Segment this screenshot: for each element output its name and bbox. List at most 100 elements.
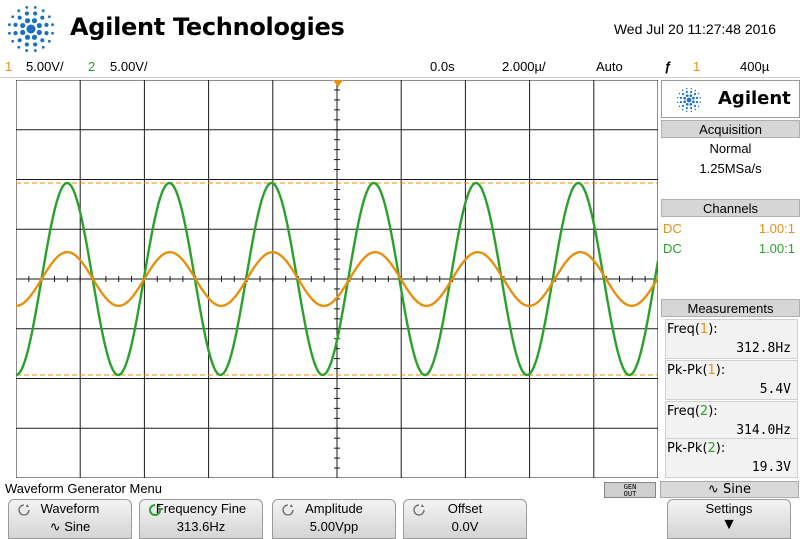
measurement-label: Pk-Pk bbox=[667, 363, 703, 378]
rotate-knob-icon bbox=[18, 504, 30, 516]
time-offset[interactable]: 0.0s bbox=[430, 59, 455, 74]
logo-dot bbox=[699, 97, 701, 99]
logo-dot bbox=[33, 6, 37, 9]
logo-dot bbox=[686, 110, 688, 112]
logo-dot bbox=[41, 9, 45, 13]
trigger-edge-icon: ƒ bbox=[664, 59, 672, 74]
side-brand-box: Agilent bbox=[661, 80, 800, 118]
logo-dot bbox=[36, 29, 42, 36]
logo-dot bbox=[41, 45, 45, 49]
measurement-value: 312.8Hz bbox=[736, 341, 791, 356]
trigger-level[interactable]: 400µ bbox=[740, 59, 770, 74]
logo-dot bbox=[33, 42, 38, 47]
measurement-value: 5.4V bbox=[759, 382, 791, 397]
softkey-value: 313.6Hz bbox=[176, 519, 226, 534]
softkey-label: Settings bbox=[705, 501, 753, 516]
side-brand: Agilent bbox=[718, 88, 791, 109]
softkey-label: Frequency Fine bbox=[155, 501, 247, 516]
ch2-scale[interactable]: 5.00V/ bbox=[110, 59, 148, 74]
ch1-scale[interactable]: 5.00V/ bbox=[26, 59, 64, 74]
menu-title: Waveform Generator Menu bbox=[5, 481, 163, 496]
logo-dot bbox=[683, 96, 687, 100]
measurement-channel: 1 bbox=[699, 322, 709, 337]
logo-dot bbox=[695, 101, 699, 104]
waveform-display[interactable]: T 2 bbox=[16, 80, 658, 478]
logo-dot bbox=[17, 15, 22, 20]
logo-dot bbox=[694, 89, 697, 92]
status-bar: 1 5.00V/ 2 5.00V/ 0.0s 2.000µ/ Auto ƒ 1 … bbox=[0, 58, 800, 78]
logo-dot bbox=[677, 97, 679, 99]
brand-title: Agilent Technologies bbox=[70, 13, 345, 41]
logo-dot bbox=[25, 6, 29, 9]
trigger-mode[interactable]: Auto bbox=[596, 59, 623, 74]
logo-dot bbox=[685, 106, 688, 110]
agilent-spark-logo-icon bbox=[8, 6, 54, 52]
logo-dot bbox=[690, 110, 692, 112]
channels-header: Channels bbox=[661, 199, 800, 217]
measurement-pkpk-ch1[interactable]: Pk-Pk(1): 5.4V bbox=[665, 360, 798, 400]
logo-dot bbox=[17, 9, 21, 13]
logo-dot bbox=[8, 31, 11, 35]
measurement-channel: 1 bbox=[707, 363, 716, 378]
logo-dot bbox=[24, 11, 29, 16]
ch1-trace bbox=[16, 250, 658, 308]
logo-dot bbox=[47, 39, 51, 43]
logo-dot bbox=[697, 92, 700, 95]
logo-dot bbox=[44, 31, 49, 36]
logo-dot bbox=[689, 94, 693, 98]
amplitude-cursor-lines bbox=[16, 182, 658, 376]
softkey-amplitude[interactable]: Amplitude 5.00Vpp bbox=[272, 499, 396, 539]
gen-out-line: GEN bbox=[623, 483, 637, 491]
gen-wave-indicator: ∿ Sine bbox=[660, 481, 799, 498]
acquisition-header: Acquisition bbox=[661, 120, 800, 138]
trigger-position-marker[interactable] bbox=[333, 80, 343, 87]
logo-dot bbox=[682, 104, 685, 107]
logo-dot bbox=[31, 34, 38, 40]
logo-dot bbox=[678, 92, 681, 95]
logo-dot bbox=[36, 22, 42, 29]
submenu-arrow-icon: ▼ bbox=[721, 516, 737, 533]
acquisition-rate: 1.25MSa/s bbox=[699, 161, 762, 176]
logo-dot bbox=[17, 38, 22, 43]
datetime: Wed Jul 20 11:27:48 2016 bbox=[613, 21, 776, 37]
logo-dot bbox=[17, 45, 21, 49]
logo-dot bbox=[51, 23, 54, 27]
logo-dot bbox=[13, 22, 18, 27]
ch2-probe-ratio: 1.00:1 bbox=[758, 241, 795, 256]
logo-dot bbox=[13, 31, 18, 36]
softkey-frequency-fine[interactable]: Frequency Fine 313.6Hz bbox=[139, 499, 263, 539]
logo-dot bbox=[20, 29, 26, 36]
ch1-coupling: DC bbox=[663, 221, 682, 236]
softkey-value: ∿ Sine bbox=[49, 519, 91, 534]
logo-dot bbox=[689, 102, 693, 106]
ch2-number[interactable]: 2 bbox=[88, 59, 96, 74]
softkey-offset[interactable]: Offset 0.0V bbox=[403, 499, 527, 539]
ch2-trace bbox=[16, 181, 658, 377]
time-scale[interactable]: 2.000µ/ bbox=[502, 59, 546, 74]
softkey-settings[interactable]: Settings ▼ bbox=[667, 499, 791, 539]
logo-dot bbox=[20, 22, 26, 29]
logo-dot bbox=[40, 38, 45, 43]
softkey-label: Amplitude bbox=[305, 501, 363, 516]
logo-dot bbox=[26, 24, 36, 34]
logo-dot bbox=[677, 101, 679, 103]
softkey-waveform[interactable]: Waveform ∿ Sine bbox=[8, 499, 132, 539]
logo-dot bbox=[691, 96, 695, 100]
measurement-freq-ch1[interactable]: Freq(1): 312.8Hz bbox=[665, 319, 798, 359]
logo-dot bbox=[690, 90, 693, 94]
logo-dot bbox=[693, 93, 696, 96]
softkey-label: Waveform bbox=[40, 501, 100, 516]
measurement-channel: 2 bbox=[699, 404, 709, 419]
logo-dot bbox=[695, 96, 699, 99]
measurement-freq-ch2[interactable]: Freq(2): 314.0Hz bbox=[665, 401, 798, 441]
logo-dot bbox=[11, 15, 15, 19]
logo-dot bbox=[685, 90, 688, 94]
measurement-pkpk-ch2[interactable]: Pk-Pk(2): 19.3V bbox=[665, 438, 798, 478]
measurement-label: Freq bbox=[667, 322, 695, 337]
logo-dot bbox=[25, 49, 29, 52]
logo-dot bbox=[690, 106, 693, 110]
ch1-number[interactable]: 1 bbox=[5, 59, 13, 74]
logo-dot bbox=[24, 34, 31, 40]
trigger-source[interactable]: 1 bbox=[693, 59, 701, 74]
softkey-value: 0.0V bbox=[451, 519, 479, 534]
